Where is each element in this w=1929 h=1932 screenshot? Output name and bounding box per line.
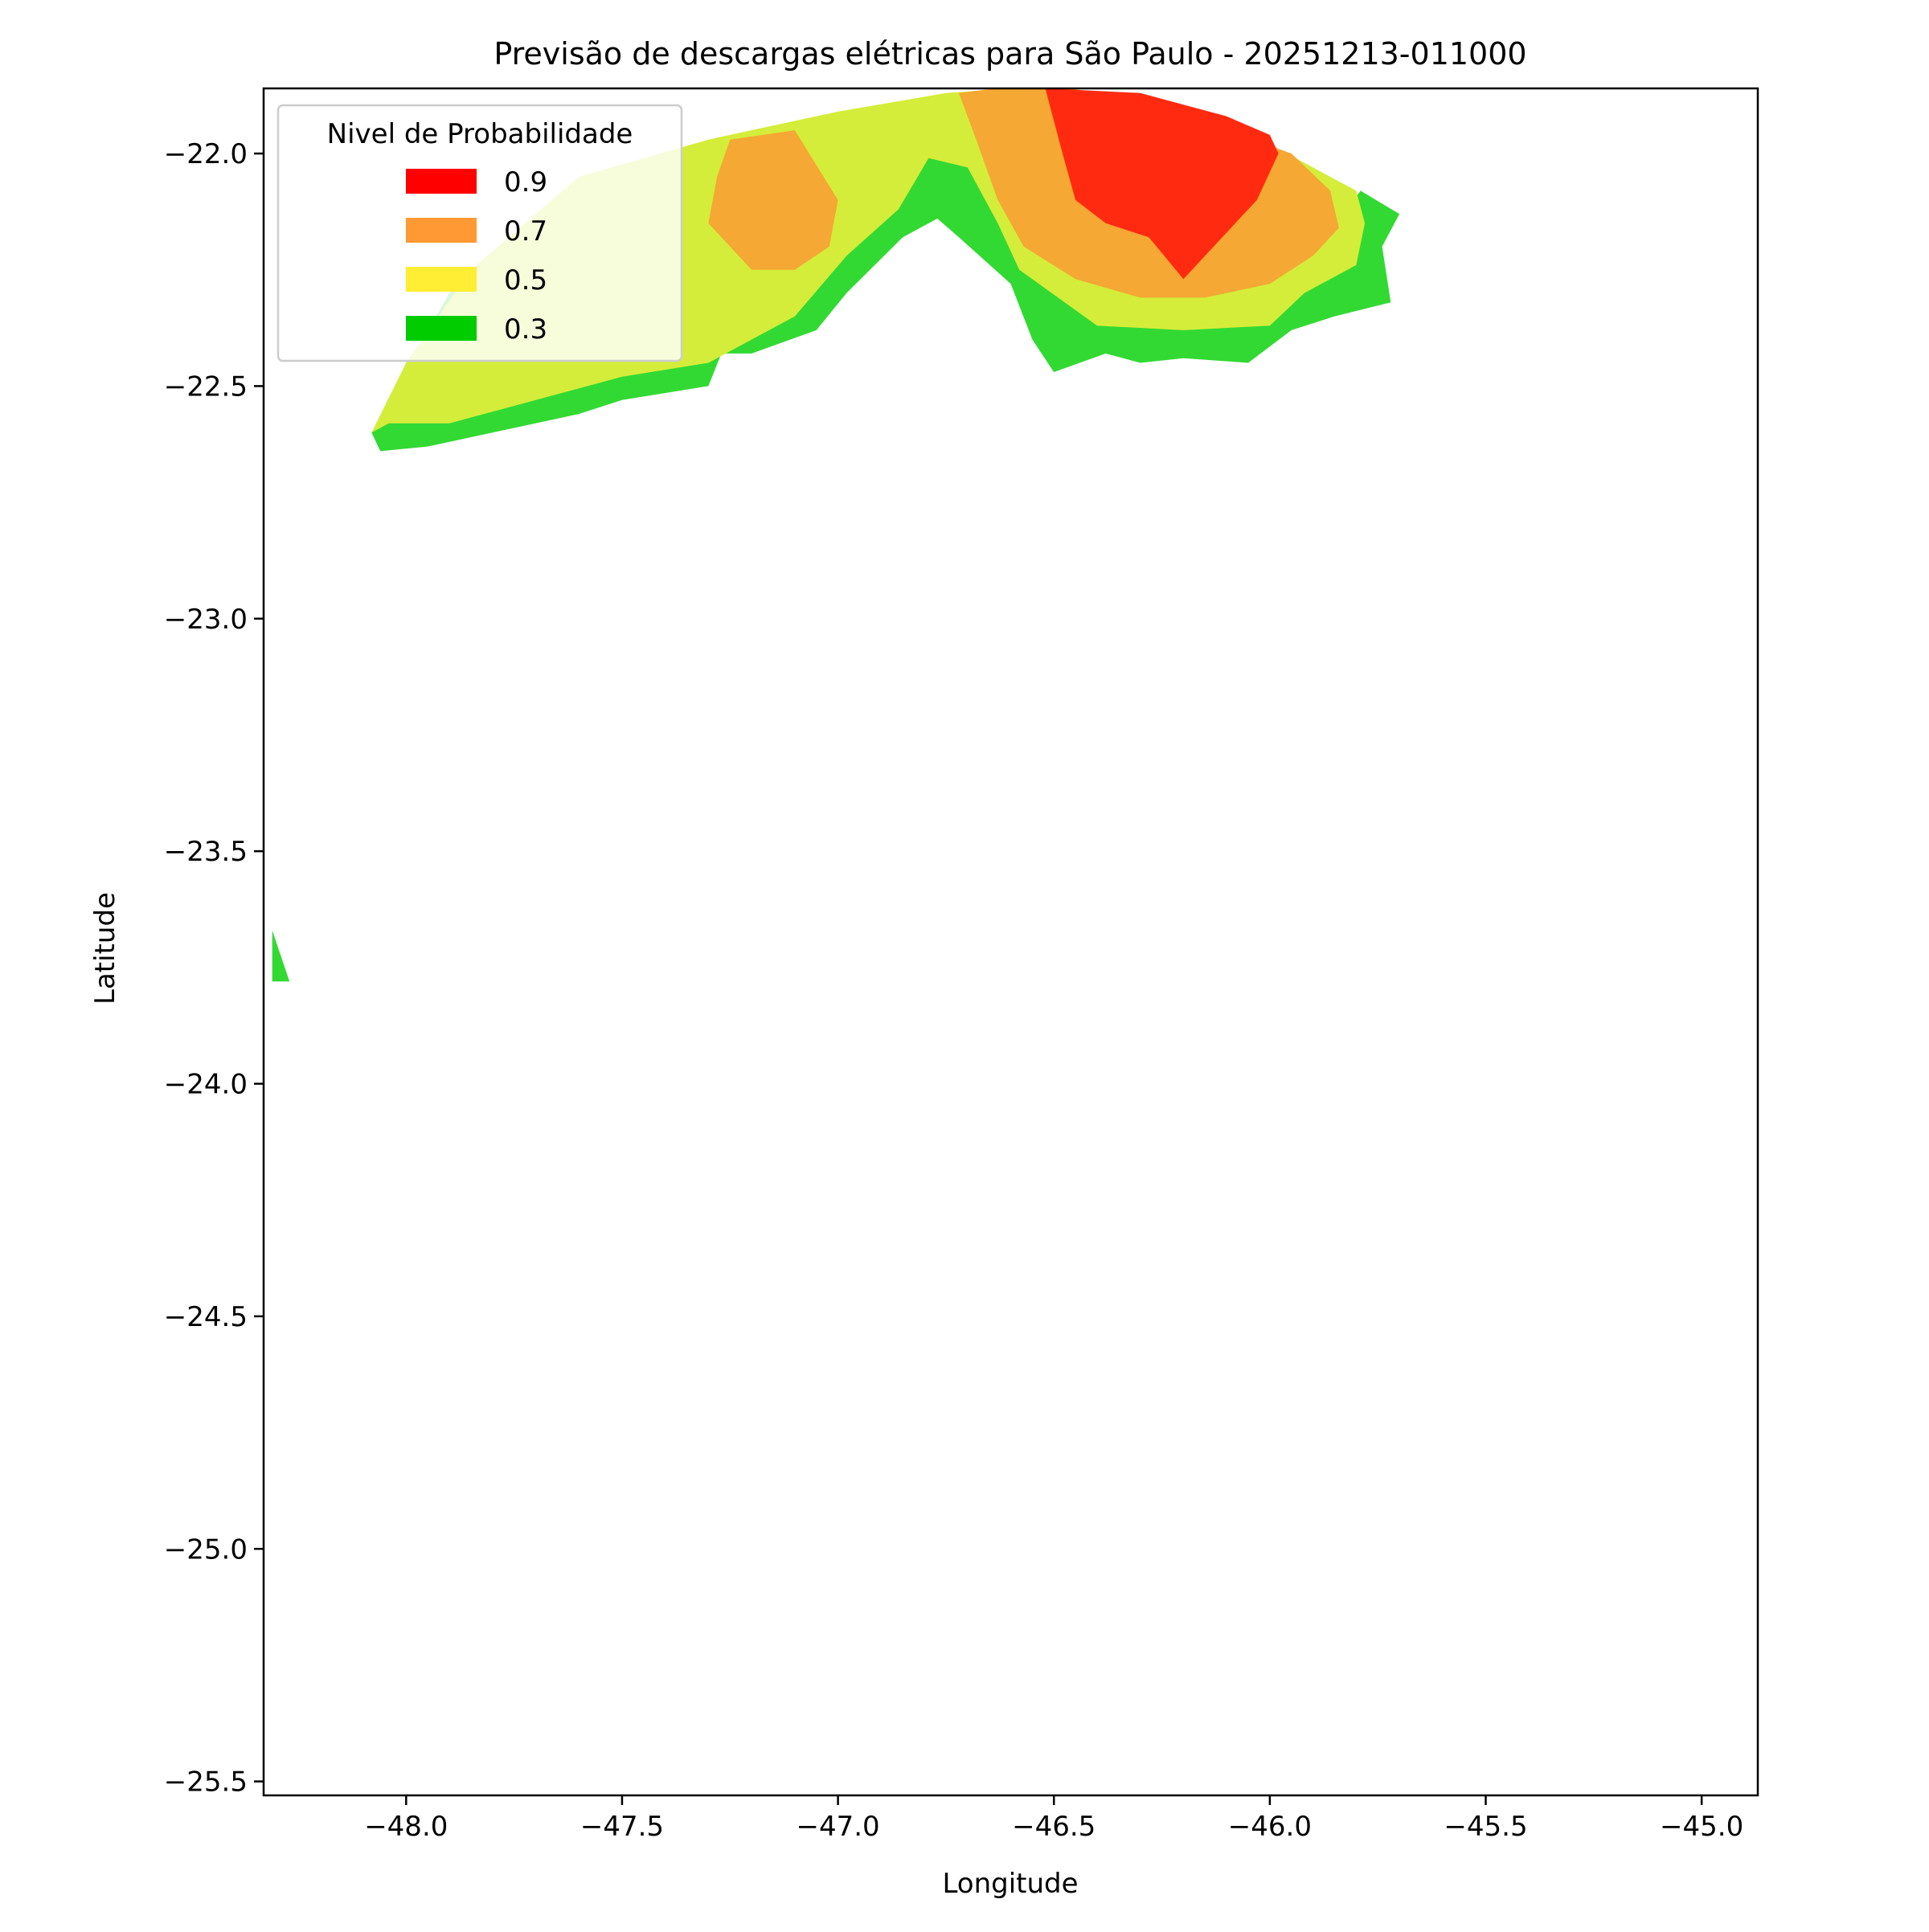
legend-swatch-09 <box>406 169 477 194</box>
y-tick-label: −22.0 <box>164 138 248 170</box>
contour-region-07-3 <box>708 130 838 270</box>
legend-title: Nivel de Probabilidade <box>327 118 633 150</box>
legend: Nivel de Probabilidade 0.9 0.7 0.5 0.3 <box>276 104 683 362</box>
y-axis: −22.0 −22.5 −23.0 −23.5 −24.0 −24.5 −25.0 −25.5 <box>164 138 264 1799</box>
x-tick-label: −46.5 <box>1012 1811 1096 1843</box>
chart-title: Previsão de descargas elétricas para São… <box>494 36 1526 72</box>
plot-frame <box>262 87 1759 1797</box>
y-tick-label: −23.5 <box>164 836 248 868</box>
x-tick-label: −48.0 <box>364 1811 448 1843</box>
legend-label-09: 0.9 <box>504 166 547 199</box>
legend-label-03: 0.3 <box>504 313 547 346</box>
y-tick-label: −22.5 <box>164 370 248 403</box>
x-tick-label: −45.5 <box>1444 1811 1527 1843</box>
legend-label-05: 0.5 <box>504 264 547 297</box>
x-axis-label: Longitude <box>942 1868 1078 1900</box>
legend-swatch-07 <box>406 218 477 243</box>
x-tick-label: −47.5 <box>580 1811 664 1843</box>
x-tick-label: −46.0 <box>1228 1811 1312 1843</box>
legend-box <box>276 104 683 362</box>
x-tick-label: −45.0 <box>1660 1811 1743 1843</box>
y-tick-label: −25.0 <box>164 1533 248 1566</box>
legend-label-07: 0.7 <box>504 215 547 248</box>
y-axis-label: Latitude <box>89 892 121 1005</box>
y-tick-label: −23.0 <box>164 604 248 636</box>
y-tick-label: −24.0 <box>164 1069 248 1101</box>
contour-region-03-5 <box>272 930 290 982</box>
legend-swatch-05 <box>406 267 477 292</box>
y-tick-label: −25.5 <box>164 1766 248 1799</box>
y-tick-label: −24.5 <box>164 1301 248 1333</box>
x-tick-label: −47.0 <box>796 1811 879 1843</box>
x-axis: −48.0 −47.5 −47.0 −46.5 −46.0 −45.5 −45.0 <box>364 1795 1743 1843</box>
legend-swatch-03 <box>406 316 477 341</box>
contour-region-09-4 <box>1045 88 1279 280</box>
